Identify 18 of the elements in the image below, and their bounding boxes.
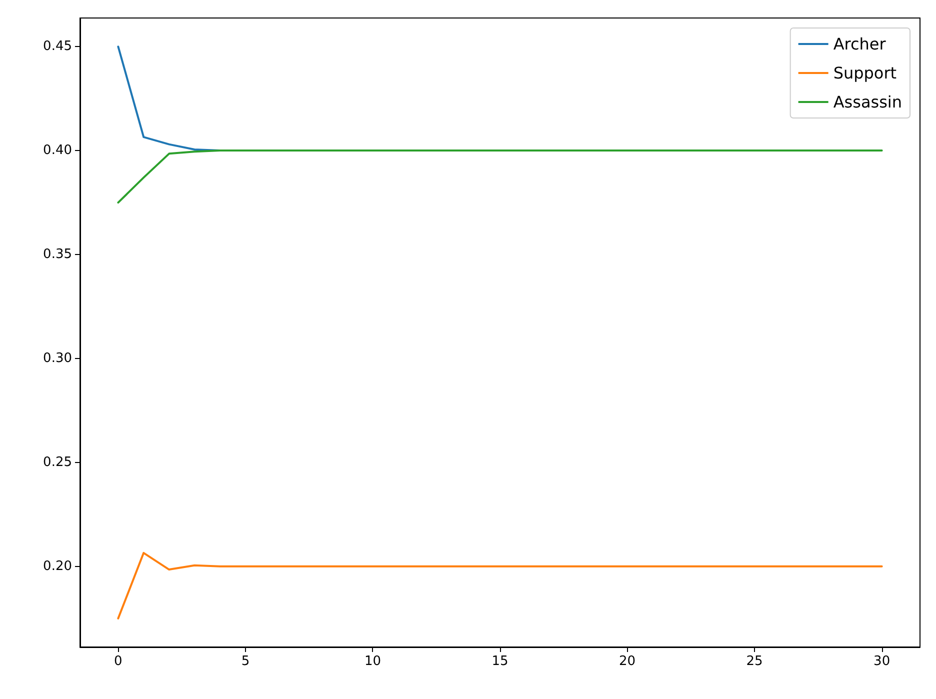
x-tick-label: 25 [746,654,763,669]
x-tick-label: 10 [364,654,381,669]
x-tick-label: 5 [241,654,250,669]
x-tick-label: 15 [492,654,508,669]
legend-label: Assassin [833,92,902,112]
y-tick-label: 0.40 [43,143,72,158]
y-tick-label: 0.25 [43,454,72,470]
y-tick-label: 0.30 [43,350,72,366]
line-series [117,150,883,204]
line-series [117,552,883,620]
x-tick-label: 0 [114,654,122,669]
x-tick-label: 20 [619,654,636,669]
x-tick-label: 30 [874,654,890,669]
y-tick-label: 0.20 [43,558,72,574]
y-tick-label: 0.35 [43,247,72,262]
legend-label: Archer [833,34,886,54]
y-tick-label: 0.45 [43,39,72,54]
legend-label: Support [833,64,897,82]
